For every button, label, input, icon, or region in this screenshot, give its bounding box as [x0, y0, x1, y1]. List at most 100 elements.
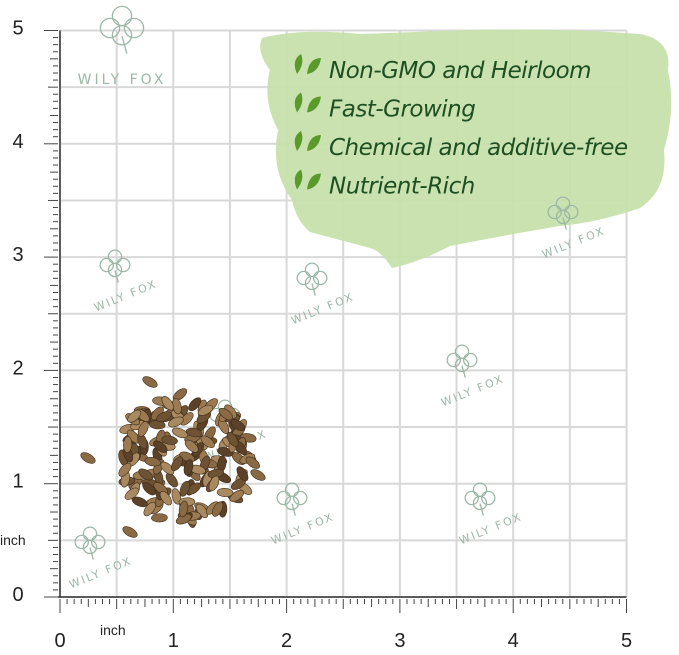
watermark-clover [464, 490, 479, 506]
watermark-clover [91, 534, 106, 550]
watermark-clover [479, 503, 484, 516]
logo-clover [99, 17, 121, 39]
seed [229, 489, 245, 503]
y-ruler-label: 3 [12, 244, 23, 266]
x-ruler-label: 4 [508, 630, 519, 652]
seed [172, 427, 188, 439]
seed [142, 376, 158, 388]
seed [160, 461, 175, 475]
seed [245, 456, 260, 469]
x-unit-label: inch [100, 622, 126, 638]
seed [80, 452, 96, 464]
watermark-clover [312, 270, 328, 286]
seed [122, 526, 138, 538]
watermark-clover [304, 275, 320, 291]
seed [179, 451, 195, 463]
seed [165, 472, 178, 488]
seed [226, 432, 239, 447]
seed [151, 513, 168, 523]
feature-list: Non-GMO and Heirloom Fast-Growing Chemical… [294, 54, 628, 200]
y-ruler-label: 5 [12, 18, 23, 40]
watermark-clover [480, 490, 496, 506]
seed [118, 462, 132, 477]
watermark-clover [114, 270, 119, 283]
leaf-icon [294, 92, 321, 113]
y-ruler-label: 4 [12, 131, 23, 153]
seed [216, 488, 234, 498]
seed [170, 456, 184, 472]
seed [230, 419, 246, 431]
seed [161, 396, 174, 411]
seed [131, 496, 148, 507]
feature-text: Non-GMO and Heirloom [329, 58, 591, 84]
seed [161, 435, 178, 445]
x-ruler-label: 0 [54, 630, 65, 652]
seed [180, 412, 194, 426]
seed [137, 421, 149, 437]
y-unit-label: inch [0, 532, 26, 548]
seed [250, 469, 266, 481]
watermark-clover [116, 257, 131, 273]
seed [200, 435, 215, 449]
x-ruler-label: 3 [394, 630, 405, 652]
seed [143, 501, 156, 517]
watermark-clover [564, 204, 579, 220]
x-ruler-label: 5 [621, 630, 632, 652]
seed [138, 468, 154, 481]
seed [185, 427, 203, 438]
y-ruler-label: 1 [12, 471, 23, 493]
watermark-clover [89, 547, 94, 560]
watermark-clover [461, 365, 466, 378]
watermark-clover [99, 257, 115, 273]
feature-text: Nutrient-Rich [329, 174, 475, 200]
x-ruler-label: 2 [281, 630, 292, 652]
watermark-clover [284, 495, 300, 511]
seed [218, 407, 233, 421]
seed [236, 466, 249, 482]
seed [159, 490, 172, 506]
y-ruler-label: 2 [12, 357, 23, 379]
leaf-icon [294, 169, 321, 190]
leaf-icon [294, 131, 321, 151]
watermark-clover [107, 262, 123, 278]
seed [171, 488, 182, 505]
seed [179, 480, 191, 497]
seed [208, 475, 220, 492]
y-ruler-label: 0 [12, 584, 23, 606]
watermark-clover [291, 503, 296, 516]
seed [178, 500, 189, 518]
watermark-clover [311, 283, 316, 296]
seed [197, 404, 214, 416]
watermark-clover [462, 352, 478, 368]
leaf-icon [294, 54, 321, 74]
seed [168, 416, 184, 428]
watermark-clover [472, 495, 488, 511]
x-ruler-label: 1 [168, 630, 179, 652]
logo-clover [121, 35, 128, 54]
watermark-clover [296, 270, 311, 286]
watermark-clover [555, 209, 571, 225]
seed [211, 501, 224, 517]
watermark-clover [292, 490, 308, 506]
logo-text: WILY FOX [78, 72, 167, 88]
seed [156, 411, 172, 422]
feature-text: Chemical and additive-free [329, 135, 628, 161]
seed [142, 482, 156, 496]
seed [188, 397, 202, 412]
seed-pile [80, 376, 266, 538]
seed [124, 487, 140, 500]
seed [184, 439, 199, 453]
watermark-clover [454, 357, 470, 373]
seed [183, 459, 194, 476]
seed [153, 440, 168, 453]
watermark-clover [562, 217, 567, 230]
seed [123, 436, 133, 453]
watermark-clover [82, 539, 98, 555]
feature-text: Fast-Growing [329, 97, 475, 123]
seed [144, 457, 161, 467]
watermark-clover [276, 490, 291, 506]
logo-clover [123, 17, 145, 39]
logo-clover [111, 24, 133, 46]
